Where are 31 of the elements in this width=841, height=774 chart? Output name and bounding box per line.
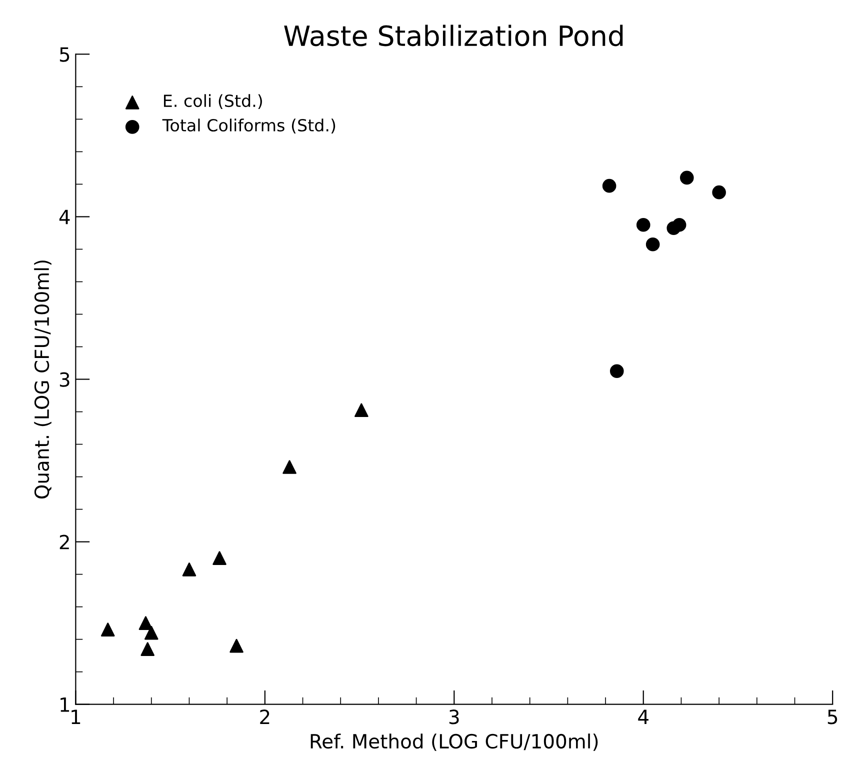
x-tick-label: 1 [72, 710, 80, 724]
legend-label: Total Coliforms (Std.) [162, 118, 336, 134]
point [712, 185, 726, 200]
y-tick-label: 3 [60, 372, 70, 387]
y-tick-label: 1 [60, 698, 70, 712]
point [230, 638, 244, 653]
point [636, 218, 650, 232]
point [212, 551, 226, 565]
point [140, 642, 154, 656]
point [182, 562, 196, 576]
y-tick-label: 5 [60, 47, 70, 62]
y-tick-label: 2 [60, 534, 69, 550]
point [602, 178, 616, 193]
point [144, 626, 158, 640]
y-axis-title: Quant. (LOG CFU/100ml) [34, 260, 52, 499]
legend-label: E. coli (Std.) [164, 94, 262, 110]
x-tick-label: 5 [828, 710, 838, 724]
point [646, 237, 660, 252]
y-tick-label: 4 [59, 210, 70, 224]
point [354, 403, 368, 418]
x-axis-title: Ref. Method (LOG CFU/100ml) [310, 734, 598, 751]
point [282, 460, 296, 474]
point [672, 218, 686, 232]
x-tick-label: 3 [449, 710, 459, 724]
point [680, 170, 694, 185]
chart-title: Waste Stabilization Pond [284, 24, 623, 46]
point [100, 622, 115, 636]
x-tick-label: 4 [638, 710, 648, 724]
x-tick-label: 2 [260, 710, 270, 724]
point [610, 364, 624, 378]
point [138, 616, 153, 630]
